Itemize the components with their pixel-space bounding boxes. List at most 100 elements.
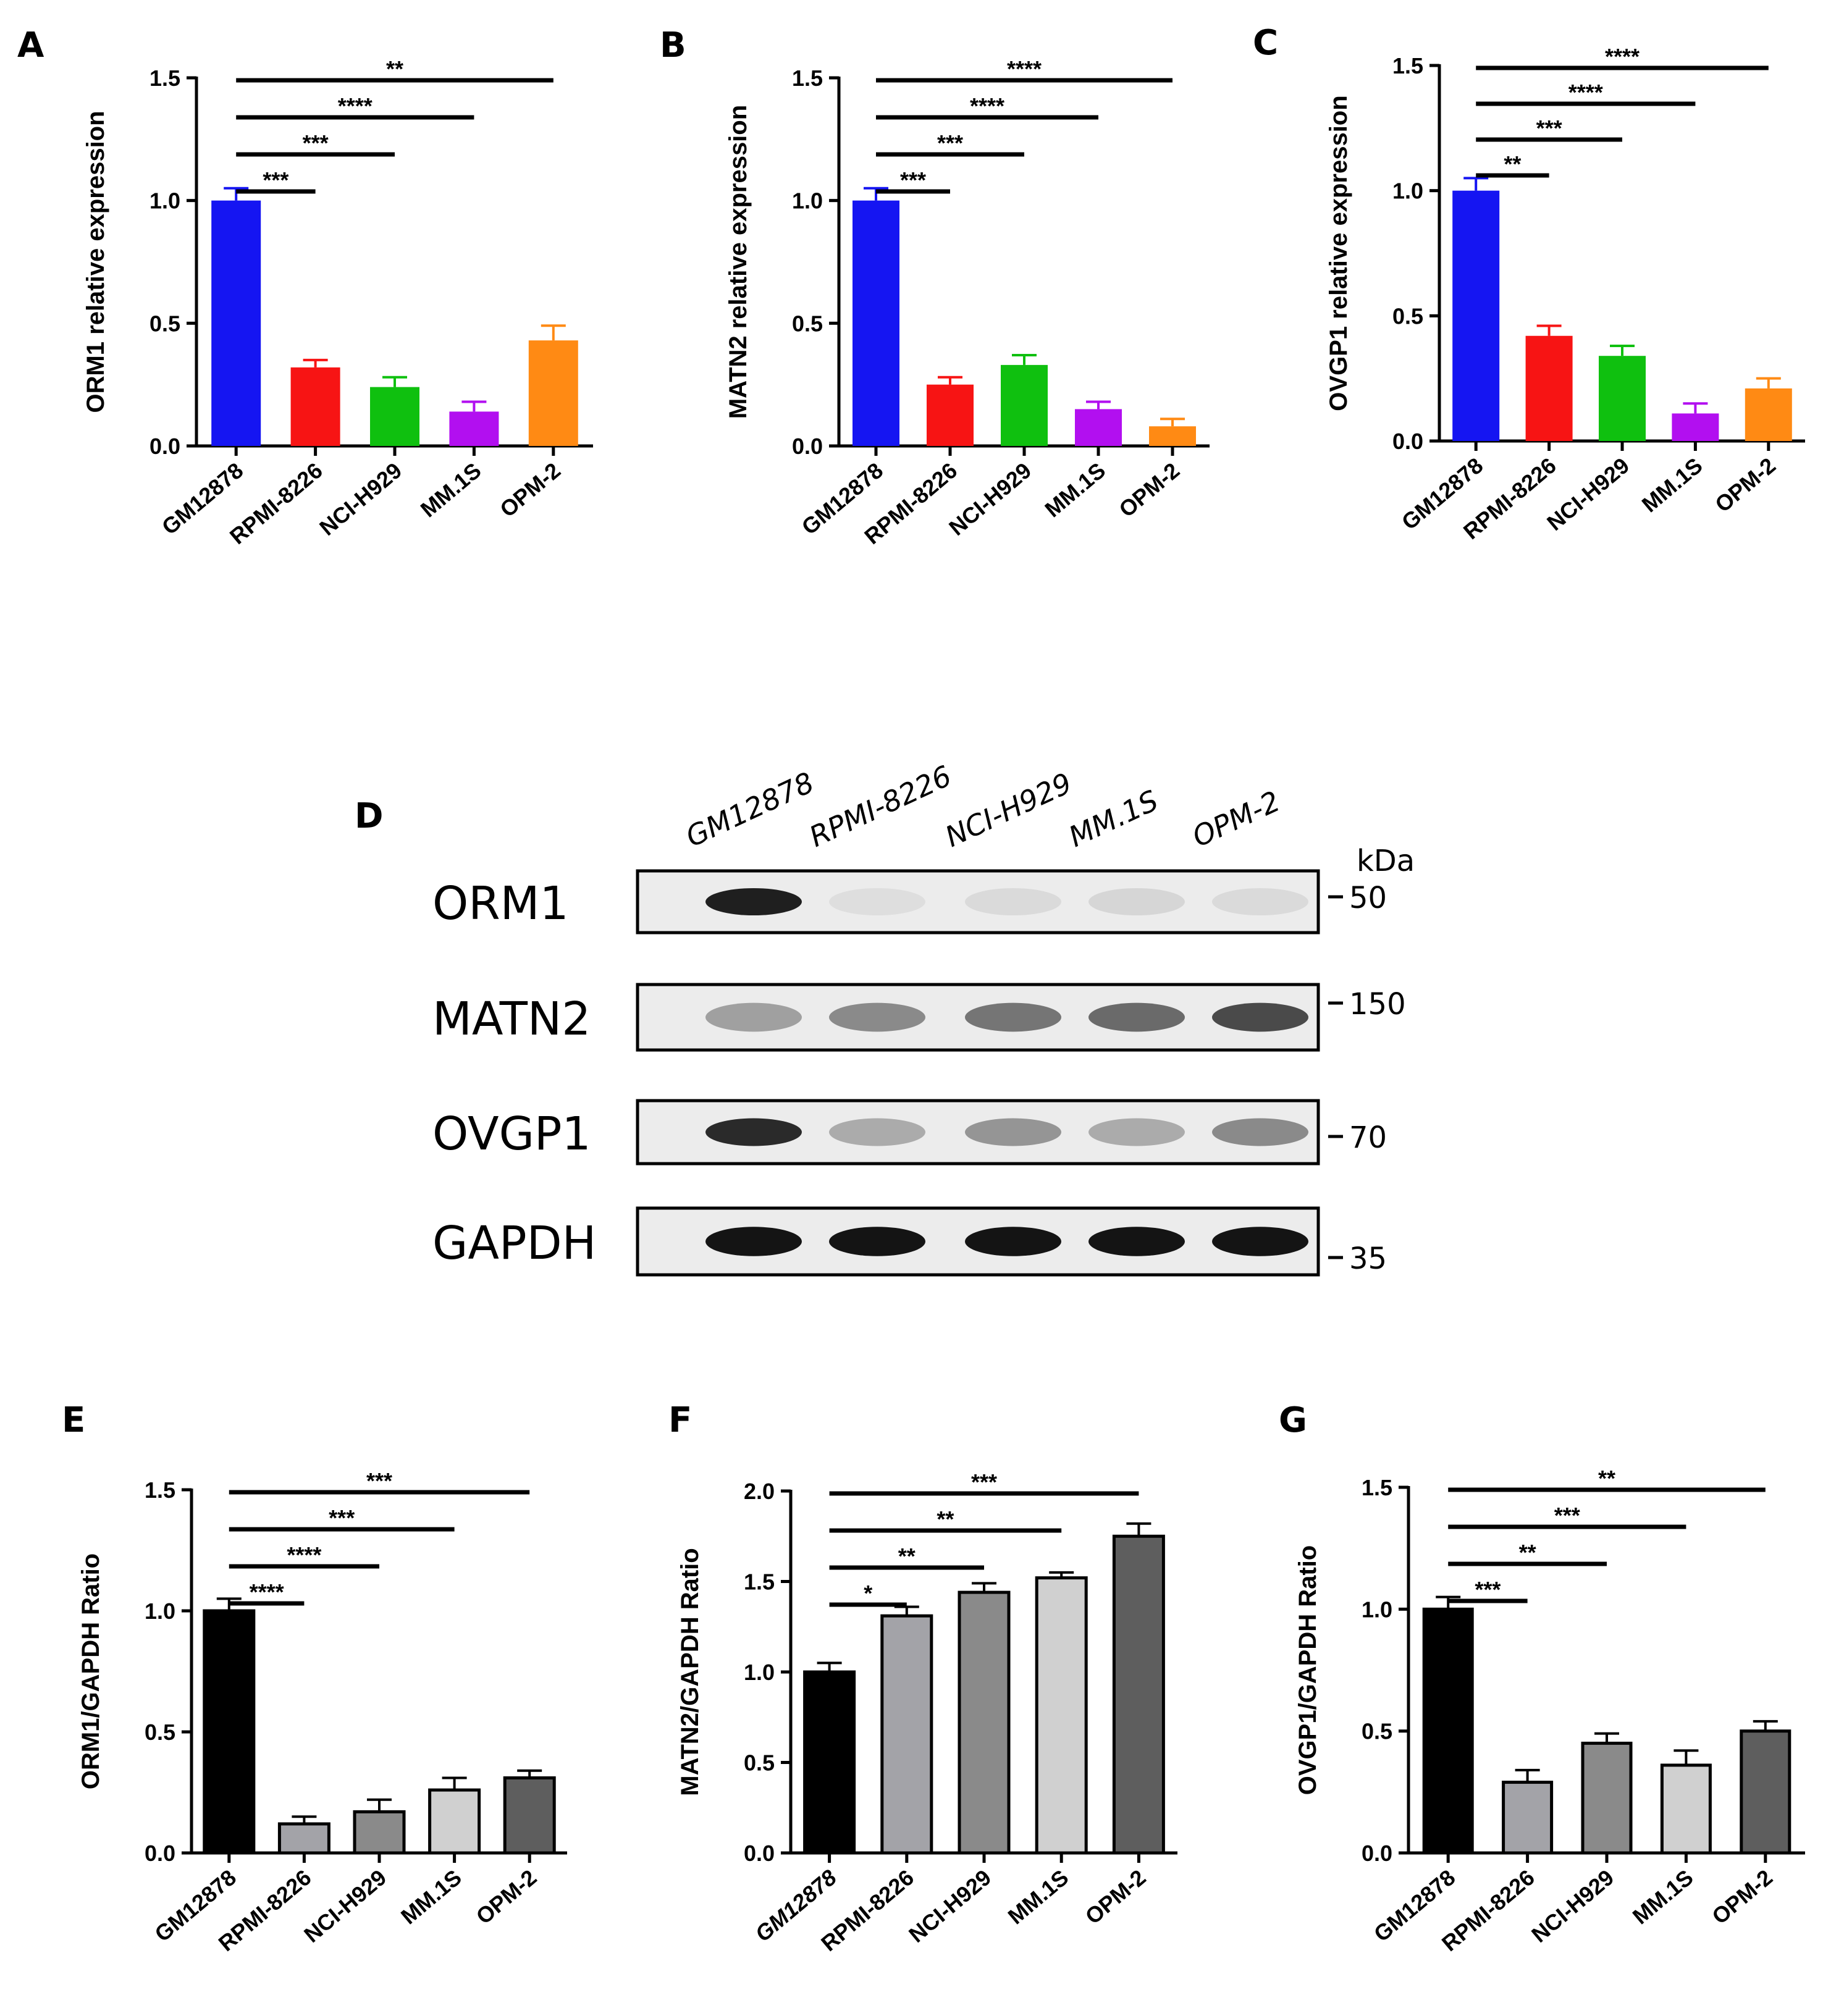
- bar-opm-2: [1149, 426, 1196, 446]
- x-tick-label: NCI-H929: [299, 1865, 391, 1947]
- x-tick-label: OPM-2: [471, 1865, 542, 1930]
- significance-label: **: [1504, 151, 1521, 177]
- y-tick-label: 0.0: [744, 1841, 775, 1866]
- panel-letter: B: [660, 25, 686, 65]
- bar-rpmi-8226: [880, 1614, 933, 1855]
- y-tick-label: 0.5: [145, 1720, 175, 1745]
- bar-gm12878: [803, 1670, 856, 1855]
- blot-row-label: ORM1: [432, 877, 569, 930]
- significance-label: ****: [1568, 80, 1603, 105]
- significance-label: ***: [1475, 1577, 1501, 1602]
- bar-mm-1s: [428, 1788, 481, 1855]
- blot-band: [1088, 1002, 1185, 1032]
- bar-opm-2: [503, 1776, 556, 1855]
- x-tick-label: OPM-2: [495, 458, 565, 523]
- y-tick-label: 1.0: [1392, 178, 1423, 204]
- y-axis-label: MATN2 relative expression: [725, 105, 752, 419]
- bar-nci-h929: [1581, 1741, 1633, 1855]
- blot-row-ovgp1: OVGP1 70: [432, 1099, 1387, 1166]
- blot-row-label: OVGP1: [432, 1107, 591, 1161]
- panel-letter: A: [17, 25, 44, 65]
- bar-nci-h929: [370, 387, 419, 446]
- marker-label: 35: [1349, 1241, 1387, 1276]
- y-tick-label: 1.0: [149, 188, 180, 214]
- bar-mm-1s: [1672, 413, 1719, 441]
- lane-label: NCI-H929: [940, 766, 1077, 854]
- bar-rpmi-8226: [290, 367, 340, 446]
- kda-label: kDa: [1357, 844, 1415, 878]
- marker-label: 70: [1349, 1120, 1387, 1155]
- lane-label: OPM-2: [1187, 784, 1285, 854]
- blot-band: [965, 1227, 1061, 1256]
- y-tick-label: 2.0: [744, 1479, 775, 1504]
- y-tick-label: 0.5: [792, 311, 823, 336]
- y-tick-label: 0.5: [1362, 1719, 1392, 1744]
- blot-band: [705, 1227, 802, 1256]
- significance-label: ****: [250, 1579, 284, 1605]
- blot-band: [1212, 1002, 1308, 1032]
- bar-nci-h929: [958, 1590, 1011, 1855]
- blot-band: [705, 1118, 802, 1146]
- x-tick-label: MM.1S: [1637, 453, 1707, 518]
- significance-label: **: [1598, 1466, 1615, 1491]
- blot-row-matn2: MATN2 150: [432, 983, 1406, 1052]
- blot-band: [1088, 1227, 1185, 1256]
- y-tick-label: 1.5: [1392, 53, 1423, 78]
- x-tick-label: OPM-2: [1710, 453, 1780, 518]
- y-tick-label: 0.0: [1392, 429, 1423, 454]
- y-tick-label: 1.0: [1362, 1597, 1392, 1622]
- y-tick-label: 0.0: [149, 434, 180, 459]
- y-tick-label: 1.5: [149, 65, 180, 91]
- blot-band: [829, 1002, 925, 1032]
- bar-mm-1s: [1660, 1763, 1712, 1855]
- bar-gm12878: [1422, 1607, 1474, 1855]
- significance-label: ****: [1007, 56, 1042, 82]
- significance-label: **: [386, 56, 403, 82]
- significance-label: ***: [303, 130, 329, 156]
- significance-label: ***: [366, 1468, 392, 1493]
- blot-band: [1212, 1118, 1308, 1146]
- blot-band: [965, 888, 1061, 915]
- y-tick-label: 0.5: [1392, 303, 1423, 329]
- y-tick-label: 0.5: [744, 1750, 775, 1776]
- y-tick-label: 1.5: [792, 65, 823, 91]
- significance-label: ****: [1605, 44, 1640, 69]
- significance-label: ****: [287, 1542, 321, 1568]
- y-tick-label: 1.0: [792, 188, 823, 214]
- blot-band: [1088, 1118, 1185, 1146]
- significance-label: *: [864, 1581, 872, 1606]
- blot-row-orm1: ORM1 50: [432, 869, 1387, 934]
- y-axis-label: ORM1 relative expression: [82, 111, 109, 413]
- x-tick-label: NCI-H929: [314, 458, 406, 540]
- bar-opm-2: [528, 340, 578, 446]
- x-tick-label: NCI-H929: [1542, 453, 1634, 536]
- lane-label: GM12878: [681, 765, 819, 854]
- x-tick-label: OPM-2: [1707, 1865, 1777, 1930]
- panel-letter: D: [355, 796, 383, 836]
- significance-label: **: [898, 1544, 916, 1569]
- bar-opm-2: [1745, 388, 1792, 441]
- x-tick-label: NCI-H929: [944, 458, 1036, 540]
- significance-label: ****: [970, 93, 1004, 119]
- significance-label: ***: [329, 1505, 355, 1531]
- x-tick-label: OPM-2: [1080, 1865, 1151, 1930]
- y-tick-label: 0.0: [792, 434, 823, 459]
- x-tick-label: MM.1S: [1040, 458, 1110, 523]
- y-tick-label: 1.5: [1362, 1475, 1392, 1500]
- blot-band: [829, 888, 925, 915]
- marker-label: 150: [1349, 987, 1406, 1022]
- y-tick-label: 1.0: [145, 1598, 175, 1624]
- blot-band: [1212, 1227, 1308, 1256]
- bar-opm-2: [1112, 1534, 1165, 1855]
- panel-letter: F: [668, 1400, 692, 1440]
- x-tick-label: MM.1S: [416, 458, 486, 523]
- x-tick-label: MM.1S: [1003, 1865, 1074, 1930]
- blot-band: [965, 1118, 1061, 1146]
- panel-letter: E: [62, 1400, 85, 1440]
- bar-gm12878: [203, 1609, 256, 1855]
- x-tick-label: NCI-H929: [904, 1865, 996, 1947]
